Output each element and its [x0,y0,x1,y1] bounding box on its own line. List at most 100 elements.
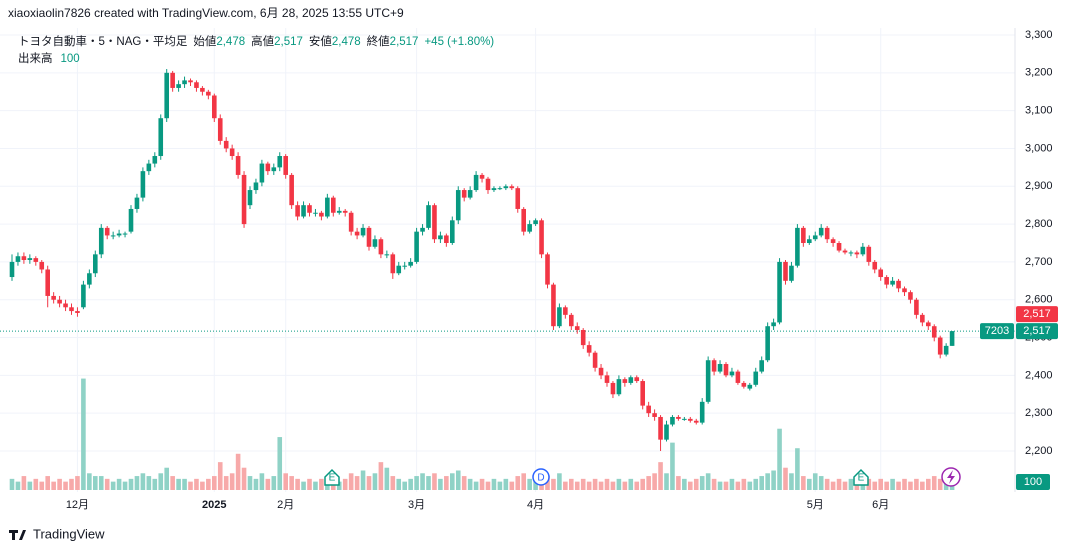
last-tag: 2,517 [1023,325,1051,337]
volume-bar [235,453,241,490]
volume-bar [622,481,628,490]
volume-bar [515,476,521,490]
logo: TradingView [9,526,105,541]
volume-bar [247,476,253,490]
y-tick-label: 2,300 [1025,407,1053,419]
volume-bar [336,481,342,490]
candle-body [455,190,461,221]
candle-body [949,331,955,346]
candle-body [241,174,247,225]
candle-body [824,227,830,240]
candle-body [872,261,878,270]
candle-body [598,367,604,376]
x-tick-label: 6月 [872,499,889,511]
candle-body [777,261,782,323]
volume-bar [146,476,152,490]
volume-bar [521,473,526,490]
high-tag: 2,517 [1023,308,1051,320]
y-tick-label: 2,400 [1025,369,1053,381]
candle-body [717,364,723,372]
volume-bar [872,481,878,490]
tag-bg [980,323,1014,340]
volume-bar [104,478,110,490]
candle-body [842,250,848,253]
volume-bar [557,473,562,490]
volume-bar [164,467,169,490]
candle-body [735,371,741,383]
volume-bar [896,481,901,490]
candle-body [57,299,62,304]
candle-body [134,197,140,209]
x-tick-label: 5月 [807,499,824,511]
event-marker[interactable]: D [532,468,550,486]
volume-bar [45,476,50,490]
volume-bar [818,476,824,490]
candle-body [265,163,271,172]
volume-bar [253,478,259,490]
volume-bar [931,476,937,490]
volume-bar [212,476,217,490]
candle-body [247,190,253,206]
volume-bar [711,478,717,490]
volume-bar [914,478,919,490]
volume-bar [223,476,229,490]
candle-body [711,360,717,372]
candle-body [670,416,675,425]
volume-bar [610,481,616,490]
volume-bar [289,476,294,490]
volume-bar [634,481,640,490]
y-tick-label: 2,700 [1025,256,1053,268]
legend-volume: 出来高 100 [18,51,80,65]
candle-body [545,254,550,285]
volume-bar [348,473,354,490]
volume-bar [301,481,306,490]
volume-bar [402,481,407,490]
volume-bar [182,478,187,490]
volume-bar [69,478,74,490]
candle-body [21,256,27,261]
event-label: E [858,473,865,484]
candle-body [87,273,92,285]
candle-body [610,382,616,395]
volume-bar [259,473,265,490]
volume-bar [777,428,782,490]
event-marker[interactable]: E [324,468,340,486]
volume-bar [277,437,283,490]
volume-bar [807,478,812,490]
candle-layer [9,69,955,451]
tag-bg [1016,306,1058,323]
volume-bar [908,481,913,490]
volume-bar [735,481,741,490]
candle-body [331,197,336,213]
volume-bar [307,478,312,490]
candle-body [926,322,931,327]
volume-bar [926,478,931,490]
candle-body [116,233,122,236]
volume-bar [699,476,705,490]
candle-body [277,156,283,168]
candle-body [854,252,860,255]
event-marker[interactable] [941,467,961,487]
x-tick-label: 2月 [277,499,294,511]
candle-body [432,205,437,240]
candle-body [206,91,211,96]
candle-body [628,377,634,383]
volume-bar [646,476,651,490]
volume-bar [830,481,836,490]
candle-body [818,227,824,236]
candle-body [253,182,259,191]
candle-body [521,208,526,232]
y-tick-label: 3,300 [1025,29,1053,41]
legend-volume-value: 100 [61,53,80,65]
event-marker[interactable]: E [853,468,869,486]
volume-bar [485,481,491,490]
candle-body [200,87,205,92]
volume-bar [479,478,485,490]
legend-field-label: 終値 [367,34,390,48]
volume-bar [682,478,687,490]
legend-field-label: 始値 [193,34,216,48]
candle-body [408,261,413,266]
candle-body [789,265,794,281]
volume-bar [670,442,675,490]
